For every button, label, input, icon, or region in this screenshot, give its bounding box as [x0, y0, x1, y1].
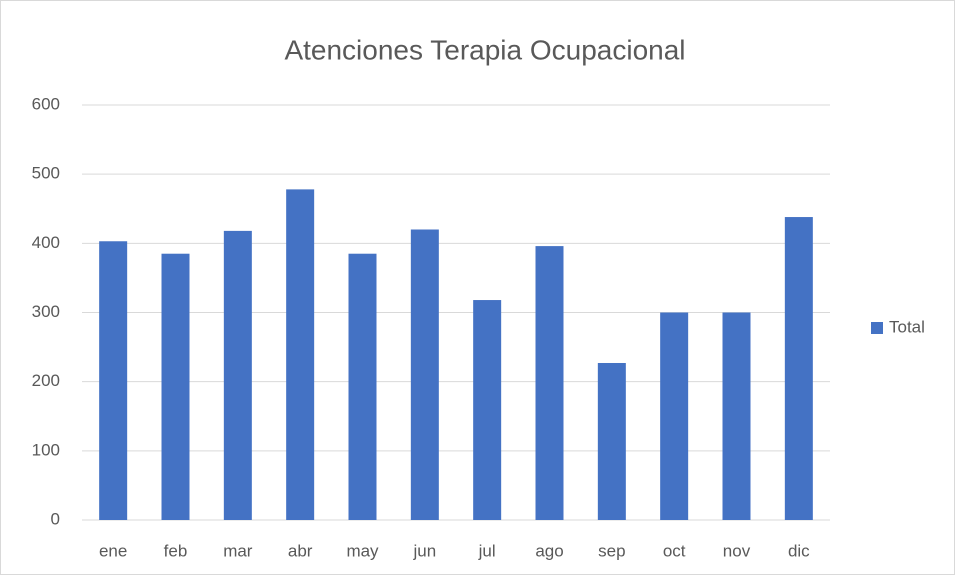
legend-swatch: [871, 322, 883, 334]
x-tick-label: nov: [723, 541, 751, 560]
bar: [161, 253, 190, 521]
x-tick-label: jun: [412, 541, 436, 560]
y-tick-label: 0: [51, 509, 60, 528]
legend-label: Total: [889, 317, 925, 336]
x-tick-label: oct: [663, 541, 686, 560]
y-tick-label: 200: [32, 371, 60, 390]
y-tick-label: 100: [32, 440, 60, 459]
y-tick-label: 500: [32, 164, 60, 183]
bar: [223, 230, 252, 520]
x-tick-label: abr: [288, 541, 313, 560]
bar: [660, 312, 689, 520]
x-tick-label: ago: [535, 541, 563, 560]
x-tick-label: dic: [788, 541, 810, 560]
x-tick-label: feb: [164, 541, 188, 560]
y-tick-label: 300: [32, 302, 60, 321]
bar: [535, 246, 564, 520]
bar: [597, 362, 626, 520]
bar: [722, 312, 751, 520]
x-tick-label: may: [346, 541, 379, 560]
bar: [348, 253, 377, 521]
bar: [99, 241, 128, 520]
x-tick-label: jul: [478, 541, 496, 560]
x-tick-label: mar: [223, 541, 253, 560]
bar: [784, 217, 813, 521]
bar: [286, 189, 315, 520]
chart-title: Atenciones Terapia Ocupacional: [284, 34, 685, 65]
x-tick-label: ene: [99, 541, 127, 560]
y-tick-label: 600: [32, 94, 60, 113]
y-tick-label: 400: [32, 233, 60, 252]
x-tick-label: sep: [598, 541, 625, 560]
bar: [473, 300, 502, 520]
bar: [410, 229, 439, 520]
